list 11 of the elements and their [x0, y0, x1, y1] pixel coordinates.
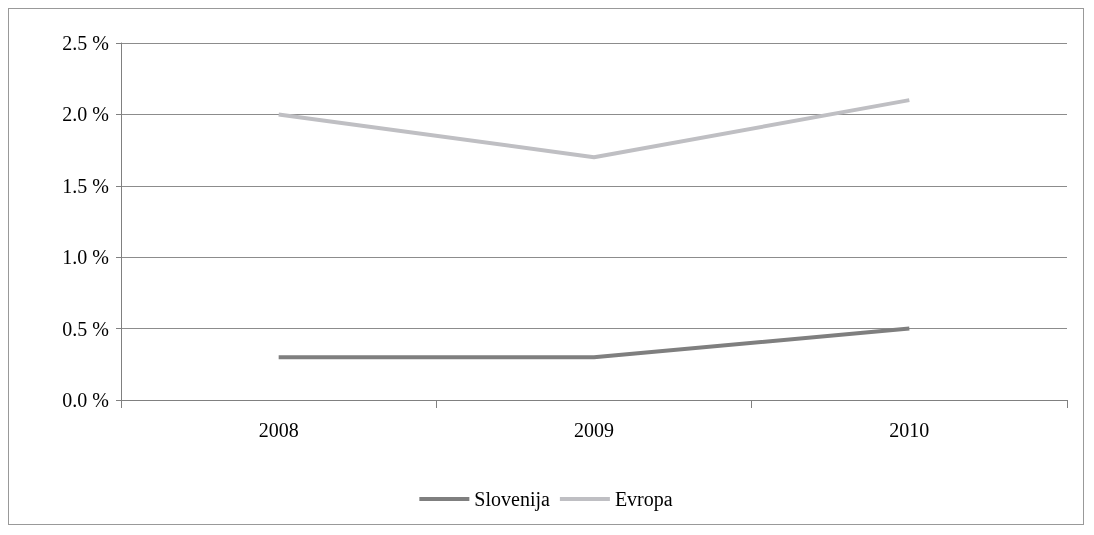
- legend-label: Slovenija: [474, 488, 551, 511]
- x-tick-label: 2009: [574, 419, 614, 441]
- x-tick-label: 2010: [889, 419, 930, 441]
- y-tick-label: 1.5 %: [62, 174, 109, 197]
- legend-label: Evropa: [614, 488, 673, 511]
- y-tick-label: 2.0 %: [62, 103, 109, 126]
- y-tick-label: 2.5 %: [62, 32, 109, 54]
- x-tick-label: 2008: [258, 419, 299, 441]
- y-tick-label: 0.0 %: [62, 389, 109, 411]
- y-tick-label: 1.0 %: [62, 246, 109, 269]
- y-tick-label: 0.5 %: [62, 317, 109, 340]
